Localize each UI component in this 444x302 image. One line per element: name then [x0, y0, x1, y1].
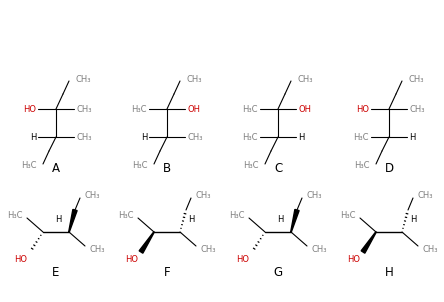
Text: H₃C: H₃C [354, 160, 370, 169]
Text: HO: HO [236, 255, 249, 264]
Text: HO: HO [356, 104, 369, 114]
Text: H: H [277, 214, 283, 223]
Text: CH₃: CH₃ [76, 104, 91, 114]
Text: H: H [30, 133, 36, 142]
Text: B: B [163, 162, 171, 175]
Text: G: G [274, 265, 282, 278]
Text: CH₃: CH₃ [311, 246, 326, 255]
Text: CH₃: CH₃ [76, 133, 91, 142]
Text: H: H [298, 133, 305, 142]
Text: E: E [52, 265, 59, 278]
Text: CH₃: CH₃ [408, 76, 424, 85]
Text: HO: HO [23, 104, 36, 114]
Text: H: H [409, 133, 416, 142]
Text: CH₃: CH₃ [306, 191, 321, 200]
Text: H: H [55, 214, 61, 223]
Text: H₃C: H₃C [230, 210, 245, 220]
Text: CH₃: CH₃ [187, 133, 202, 142]
Polygon shape [139, 232, 154, 253]
Text: A: A [52, 162, 60, 175]
Text: H: H [385, 265, 393, 278]
Text: H₃C: H₃C [242, 133, 258, 142]
Text: H: H [188, 214, 194, 223]
Text: H: H [410, 214, 416, 223]
Text: CH₃: CH₃ [75, 76, 91, 85]
Text: H₃C: H₃C [21, 160, 37, 169]
Text: CH₃: CH₃ [409, 104, 424, 114]
Text: H₃C: H₃C [131, 104, 147, 114]
Polygon shape [291, 209, 299, 232]
Text: H₃C: H₃C [243, 160, 259, 169]
Text: HO: HO [14, 255, 27, 264]
Text: D: D [385, 162, 393, 175]
Text: CH₃: CH₃ [297, 76, 313, 85]
Text: F: F [164, 265, 170, 278]
Text: HO: HO [347, 255, 360, 264]
Text: CH₃: CH₃ [84, 191, 99, 200]
Text: CH₃: CH₃ [195, 191, 210, 200]
Polygon shape [361, 232, 376, 253]
Polygon shape [69, 209, 77, 232]
Text: H₃C: H₃C [8, 210, 23, 220]
Text: H₃C: H₃C [132, 160, 148, 169]
Text: HO: HO [125, 255, 138, 264]
Text: H: H [141, 133, 147, 142]
Text: H₃C: H₃C [341, 210, 356, 220]
Text: CH₃: CH₃ [422, 246, 437, 255]
Text: CH₃: CH₃ [417, 191, 432, 200]
Text: OH: OH [298, 104, 311, 114]
Text: CH₃: CH₃ [89, 246, 104, 255]
Text: C: C [274, 162, 282, 175]
Text: H₃C: H₃C [242, 104, 258, 114]
Text: H₃C: H₃C [119, 210, 134, 220]
Text: CH₃: CH₃ [186, 76, 202, 85]
Text: H₃C: H₃C [353, 133, 369, 142]
Text: OH: OH [187, 104, 200, 114]
Text: CH₃: CH₃ [200, 246, 215, 255]
